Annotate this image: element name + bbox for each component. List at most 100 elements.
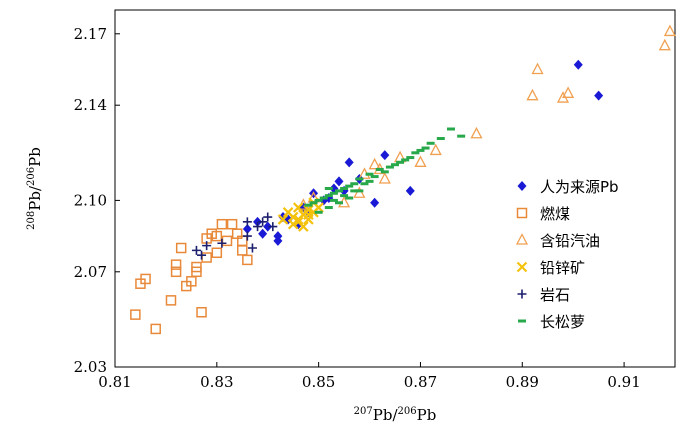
series-5 [304, 127, 466, 214]
x-label-base: Pb/ [373, 406, 399, 424]
data-point [217, 238, 227, 248]
data-point [329, 198, 338, 202]
legend-label: 燃煤 [540, 205, 570, 223]
data-point [355, 177, 364, 181]
data-point [416, 148, 425, 152]
data-point [253, 216, 263, 227]
data-point [263, 221, 273, 232]
data-point [365, 172, 374, 176]
data-point [411, 151, 420, 155]
y-label-tail: Pb [26, 147, 44, 167]
y-tick-label: 2.10 [74, 191, 107, 209]
data-point [406, 156, 415, 160]
y-tick-label: 2.03 [74, 358, 107, 376]
data-point [531, 62, 544, 75]
data-point [170, 259, 182, 270]
legend-marker [516, 207, 528, 219]
data-point [556, 91, 570, 103]
data-point [324, 194, 333, 198]
x-axis-label: 207Pb/206Pb [354, 406, 437, 424]
y-label-sup2: 206 [26, 167, 37, 186]
data-point [335, 189, 343, 193]
data-point [237, 245, 248, 256]
x-tick-label: 0.85 [302, 373, 335, 391]
data-point [385, 165, 394, 169]
data-point [253, 222, 263, 232]
data-point [324, 206, 333, 210]
data-point [370, 175, 379, 179]
x-label-sup1: 207 [354, 406, 373, 417]
data-point [457, 134, 466, 138]
data-point [304, 203, 313, 207]
data-point [421, 146, 430, 150]
data-point [268, 222, 278, 232]
data-point [380, 170, 389, 174]
data-point [196, 307, 207, 318]
axis-ticks: 0.81 0.83 0.85 0.87 0.89 0.91 2.03 2.07 2.10 2.14… [74, 25, 641, 391]
data-point [353, 186, 366, 198]
data-point [594, 90, 604, 101]
data-point [242, 223, 252, 234]
data-point [470, 126, 483, 139]
x-tick-label: 0.81 [98, 373, 131, 391]
data-point [170, 266, 182, 278]
data-point [273, 231, 283, 242]
data-point [340, 187, 349, 190]
data-point [165, 295, 177, 306]
data-point [378, 172, 391, 184]
data-point [258, 217, 268, 227]
legend-label: 岩石 [540, 286, 570, 304]
legend-marker [517, 289, 527, 299]
y-tick-label: 2.07 [74, 263, 107, 281]
plot-frame [114, 9, 676, 368]
data-point [405, 185, 415, 196]
data-point [396, 160, 405, 164]
data-point [335, 201, 343, 205]
data-point [314, 198, 323, 202]
y-tick-label: 2.17 [74, 25, 107, 43]
data-point [391, 163, 399, 167]
x-tick-label: 0.91 [607, 373, 640, 391]
legend-label: 长松萝 [540, 313, 585, 331]
y-axis-label: 208Pb/206Pb [26, 147, 44, 230]
data-point [380, 150, 390, 161]
data-point [292, 216, 304, 228]
data-point [436, 137, 445, 141]
data-point [368, 157, 381, 170]
data-point [226, 218, 238, 230]
data-point [303, 209, 314, 220]
legend-label: 人为来源Pb [540, 178, 619, 196]
data-point [345, 184, 354, 188]
series-4 [191, 212, 278, 260]
data-point [277, 214, 289, 225]
data-point [360, 182, 369, 186]
legend-marker [515, 233, 529, 245]
data-point [344, 157, 354, 168]
data-point [237, 235, 248, 247]
data-point [314, 210, 323, 214]
legend-label: 铅锌矿 [540, 259, 585, 277]
data-point [324, 187, 333, 190]
data-point [309, 201, 318, 205]
data-point [258, 228, 268, 239]
data-point [401, 158, 410, 162]
data-point [319, 196, 328, 200]
y-label-base: Pb/ [26, 185, 44, 211]
data-point [191, 261, 202, 273]
data-points [130, 24, 676, 335]
data-point [573, 59, 583, 70]
y-tick-label: 2.14 [74, 96, 107, 114]
data-point [211, 247, 223, 259]
x-tick-label: 0.83 [200, 373, 233, 391]
data-point [130, 309, 141, 320]
data-point [526, 88, 539, 101]
data-point [263, 212, 273, 222]
data-point [663, 24, 676, 37]
data-point [345, 196, 354, 200]
legend-label: 含铅汽油 [540, 232, 600, 250]
data-point [197, 250, 207, 260]
legend-marker [518, 319, 526, 323]
legend-marker [516, 261, 528, 273]
data-point [429, 143, 442, 156]
